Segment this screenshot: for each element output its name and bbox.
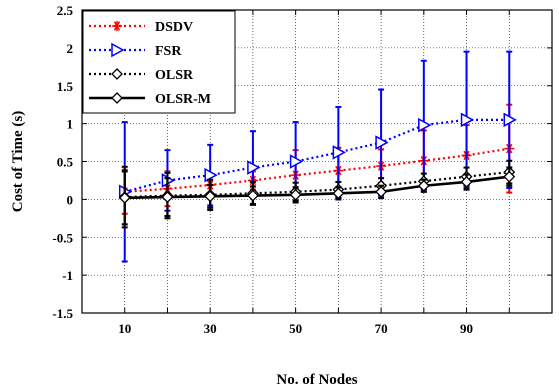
y-tick-label: 0 xyxy=(67,192,74,207)
series-line xyxy=(124,171,510,199)
legend-label: OLSR-M xyxy=(155,92,211,107)
data-point xyxy=(332,187,345,200)
data-point xyxy=(204,190,217,203)
data-point xyxy=(503,170,516,183)
x-tick-label: 50 xyxy=(289,321,302,336)
series-line xyxy=(124,147,510,193)
y-tick-label: 2.5 xyxy=(57,3,74,18)
series-line xyxy=(124,175,510,200)
series-olsr-m xyxy=(118,166,516,226)
legend-label: FSR xyxy=(155,44,182,59)
y-tick-label: 2 xyxy=(67,41,74,56)
y-tick-label: -0.5 xyxy=(52,230,73,245)
data-point xyxy=(289,154,304,169)
legend-marker xyxy=(112,21,122,31)
y-tick-label: -1 xyxy=(62,268,73,283)
data-point xyxy=(332,145,346,160)
data-point xyxy=(418,117,432,133)
data-point xyxy=(417,179,430,192)
legend-label: OLSR xyxy=(155,68,194,83)
data-point xyxy=(375,135,389,150)
y-axis-label: Cost of Time (s) xyxy=(10,111,26,213)
grid xyxy=(82,10,552,313)
x-tick-label: 10 xyxy=(118,321,131,336)
data-point xyxy=(247,160,261,175)
legend-label: DSDV xyxy=(155,20,193,35)
x-axis-label: No. of Nodes xyxy=(276,372,357,388)
data-point xyxy=(161,191,174,204)
data-point xyxy=(460,112,475,128)
legend-box xyxy=(82,10,236,114)
y-tick-label: 1 xyxy=(67,117,74,132)
x-tick-label: 30 xyxy=(204,321,217,336)
legend: DSDV FSR OLSR OLSR-M xyxy=(82,10,236,114)
legend-entry: DSDV xyxy=(89,20,193,35)
axis-ticks: 10 30 50 70 90 -1.5 -1 -0.5 0 0.5 1 1.5 2 2.5 xyxy=(52,3,552,336)
y-tick-label: 1.5 xyxy=(57,79,74,94)
legend-entry: FSR xyxy=(89,42,182,59)
legend-marker xyxy=(111,42,125,58)
legend-marker xyxy=(111,68,123,80)
data-point xyxy=(503,112,517,128)
legend-entry: OLSR xyxy=(89,68,194,83)
data-point xyxy=(118,191,131,204)
series-line xyxy=(124,118,510,193)
data-point xyxy=(460,176,473,188)
y-tick-label: -1.5 xyxy=(52,306,73,321)
x-tick-label: 70 xyxy=(375,321,388,336)
plot-series xyxy=(118,50,517,263)
legend-marker xyxy=(111,92,123,104)
data-point xyxy=(246,189,259,202)
data-point xyxy=(289,188,302,201)
y-tick-label: 0.5 xyxy=(57,155,74,170)
data-point xyxy=(375,185,388,198)
series-fsr xyxy=(118,50,517,263)
x-tick-label: 90 xyxy=(460,321,473,336)
legend-entry: OLSR-M xyxy=(89,92,211,107)
data-point xyxy=(204,167,218,183)
